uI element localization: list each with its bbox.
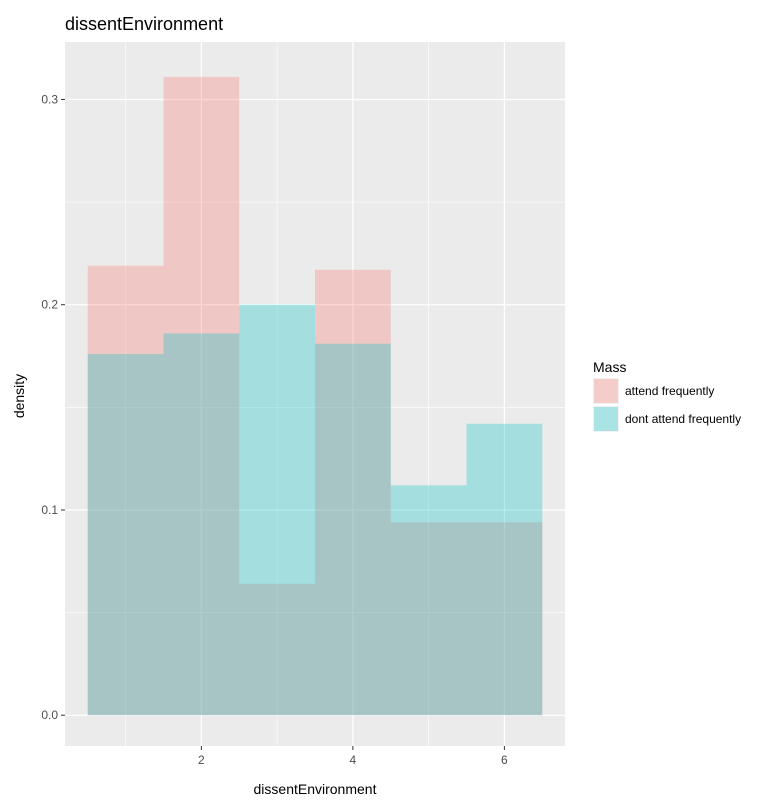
plot-panel	[65, 42, 565, 746]
x-tick-label: 4	[350, 753, 357, 767]
axes: 2 4 6 0.0 0.1 0.2 0.3	[41, 92, 508, 767]
legend-swatch-dont-attend	[594, 407, 618, 431]
bars	[87, 76, 543, 716]
legend-key-background	[593, 406, 619, 432]
bar-dont-attend-1	[87, 353, 164, 716]
bar-dont-attend-4	[315, 343, 391, 716]
panel-background	[65, 42, 565, 746]
bar-dont-attend-5	[390, 485, 467, 716]
grid	[65, 42, 565, 746]
legend-label-attend: attend frequently	[625, 384, 714, 398]
y-tick-label: 0.2	[41, 298, 58, 312]
y-tick-label: 0.3	[41, 92, 58, 106]
bar-dont-attend-3	[239, 304, 315, 716]
legend-title: Mass	[593, 359, 626, 375]
bar-attend-1	[87, 265, 164, 716]
x-tick-label: 2	[198, 753, 205, 767]
x-axis-title: dissentEnvironment	[254, 781, 377, 797]
x-tick-label: 6	[501, 753, 508, 767]
y-tick-label: 0.1	[41, 503, 58, 517]
bar-attend-4	[315, 269, 391, 716]
bar-attend-2	[163, 76, 240, 716]
legend: Mass attend frequently dont attend freque…	[593, 359, 741, 432]
legend-swatch-attend	[594, 379, 618, 403]
legend-key-background	[593, 378, 619, 404]
bar-attend-6	[466, 522, 543, 716]
bar-attend-5	[390, 522, 467, 716]
chart-title: dissentEnvironment	[65, 14, 223, 34]
legend-label-dont-attend: dont attend frequently	[625, 412, 741, 426]
y-tick-label: 0.0	[41, 708, 58, 722]
bar-dont-attend-6	[466, 423, 543, 716]
legend-items: attend frequently dont attend frequently	[593, 378, 741, 432]
bar-attend-3	[239, 583, 315, 716]
y-axis-title: density	[11, 374, 27, 418]
bar-dont-attend-2	[163, 333, 240, 716]
